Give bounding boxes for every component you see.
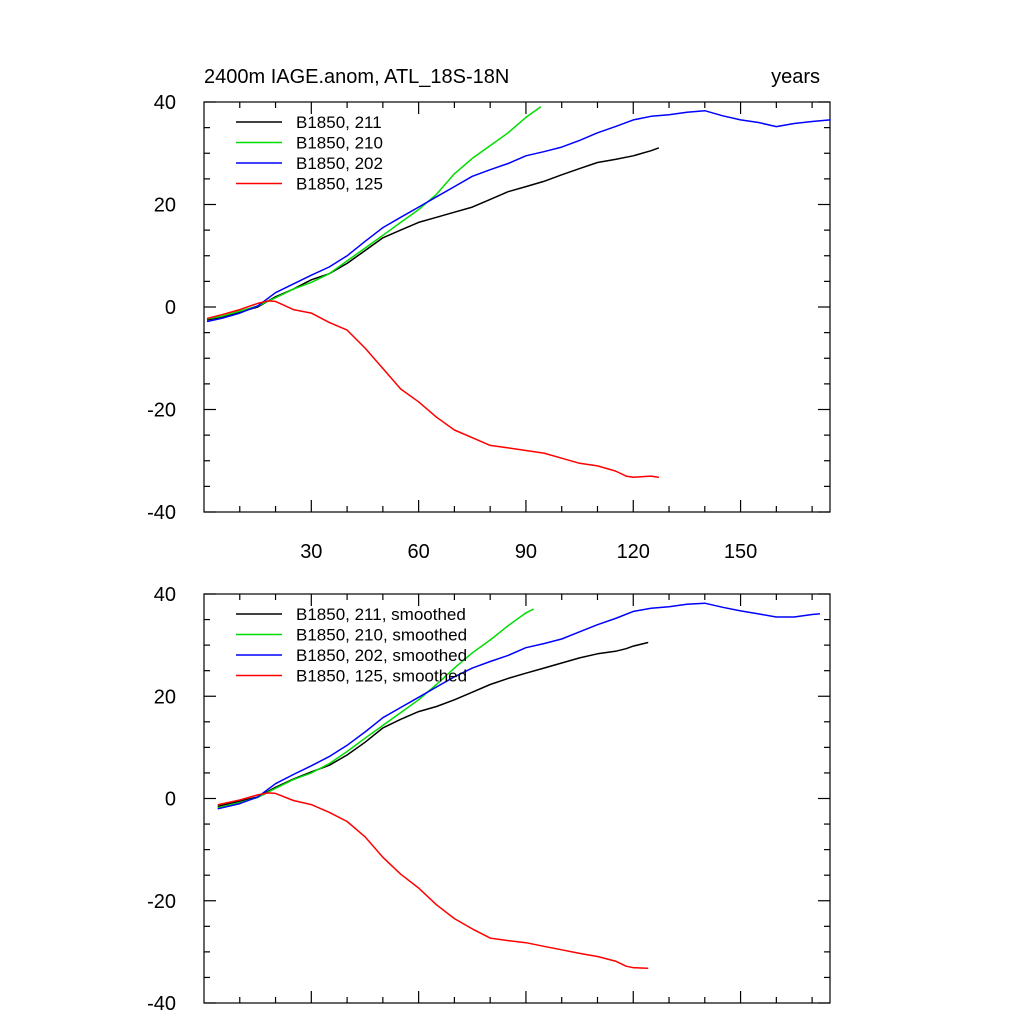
legend-entry: B1850, 210: [296, 134, 383, 153]
x-tick-label: 150: [724, 541, 757, 563]
x-tick-label: 90: [515, 541, 537, 563]
x-tick-label: 30: [300, 541, 322, 563]
y-tick-label: 40: [154, 584, 176, 606]
chart-panel-bottom: -40 -20 0 20 40 B1850, 211, smoothed B1850, 21…: [147, 584, 831, 1015]
series-line-0: [206, 147, 660, 321]
chart-panel-top: 2400m IAGE.anom, ATL_18S-18N years -40 -2…: [147, 66, 831, 563]
legend-entry: B1850, 210, smoothed: [296, 626, 467, 645]
chart-title-units: years: [771, 66, 820, 88]
x-tick-label: 60: [408, 541, 430, 563]
y-tick-label: 0: [165, 297, 176, 319]
y-tick-label: 40: [154, 92, 176, 114]
y-tick-label: -40: [147, 502, 176, 524]
x-tick-label: 120: [617, 541, 650, 563]
series-line-2: [217, 602, 821, 810]
legend-entry: B1850, 202, smoothed: [296, 646, 467, 665]
legend-entry: B1850, 125, smoothed: [296, 667, 467, 686]
series-line-1: [217, 608, 534, 809]
chart-title: 2400m IAGE.anom, ATL_18S-18N: [204, 66, 509, 88]
legend-entry: B1850, 211, smoothed: [296, 605, 466, 624]
y-tick-label: 20: [154, 686, 176, 708]
legend-entry: B1850, 202: [296, 154, 383, 173]
series-line-2: [206, 109, 831, 323]
legend-entry: B1850, 211: [296, 113, 382, 132]
series-line-3: [217, 792, 649, 969]
y-tick-label: -20: [147, 400, 176, 422]
y-tick-label: 0: [165, 789, 176, 811]
y-tick-label: 20: [154, 195, 176, 217]
y-tick-label: -40: [147, 993, 176, 1015]
y-tick-label: -20: [147, 891, 176, 913]
series-line-3: [206, 300, 660, 478]
legend-entry: B1850, 125: [296, 175, 383, 194]
